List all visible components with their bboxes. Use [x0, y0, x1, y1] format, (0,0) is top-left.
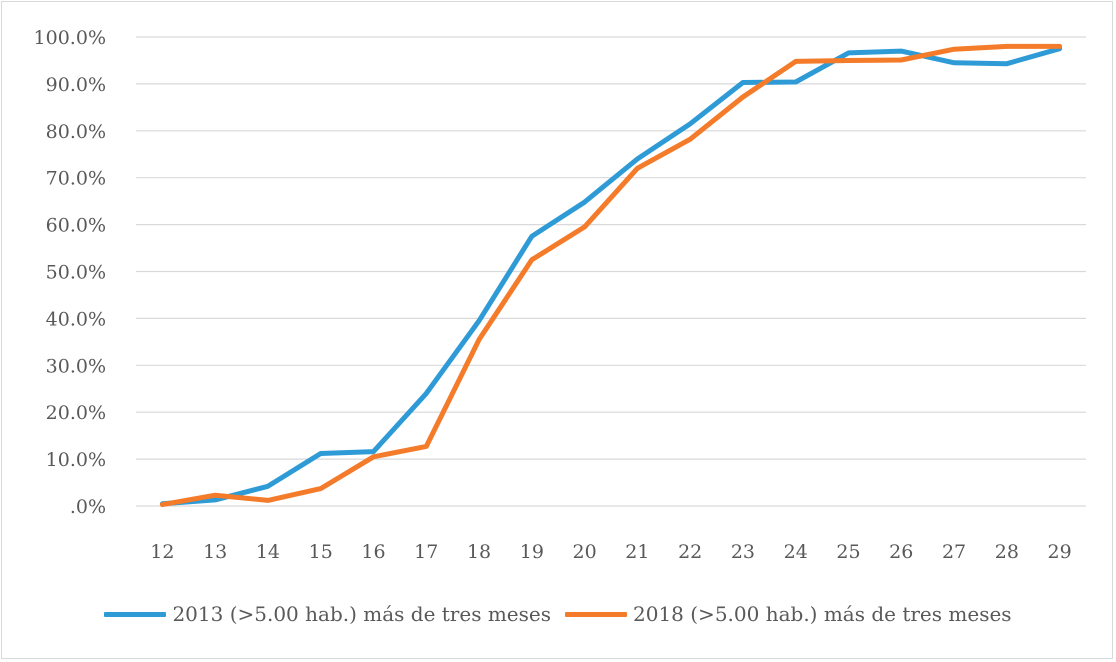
y-tick-label: 60.0% — [46, 215, 106, 237]
x-tick-label: 27 — [942, 541, 966, 563]
x-tick-label: 17 — [414, 541, 438, 563]
y-tick-label: 30.0% — [46, 355, 106, 377]
gridlines — [136, 36, 1086, 507]
legend-label-series-1: 2018 (>5.00 hab.) más de tres meses — [633, 602, 1012, 626]
y-tick-label: 90.0% — [46, 74, 106, 96]
x-tick-label: 24 — [784, 541, 808, 563]
x-tick-label: 23 — [731, 541, 755, 563]
x-tick-label: 20 — [573, 541, 597, 563]
y-tick-label: 100.0% — [34, 27, 106, 49]
x-tick-label: 16 — [361, 541, 385, 563]
x-tick-label: 19 — [520, 541, 544, 563]
x-tick-label: 15 — [309, 541, 333, 563]
legend: 2013 (>5.00 hab.) más de tres meses 2018… — [0, 596, 1116, 632]
x-tick-label: 21 — [625, 541, 649, 563]
x-tick-label: 18 — [467, 541, 491, 563]
y-tick-label: 20.0% — [46, 402, 106, 424]
x-tick-label: 25 — [836, 541, 860, 563]
x-tick-label: 13 — [203, 541, 227, 563]
series-line-1 — [159, 43, 1063, 508]
x-axis-tick-labels: 12 13 14 15 16 17 18 19 20 21 22 23 24 25 26 27 28 29 — [150, 541, 1071, 563]
y-tick-label: .0% — [70, 496, 106, 518]
series-lines — [159, 43, 1063, 508]
x-tick-label: 12 — [150, 541, 174, 563]
line-chart: .0% 10.0% 20.0% 30.0% 40.0% 50.0% 60.0% 70.0% 80… — [34, 27, 1086, 563]
x-tick-label: 28 — [995, 541, 1019, 563]
x-tick-label: 29 — [1048, 541, 1072, 563]
series-line-0 — [159, 46, 1063, 507]
y-tick-label: 50.0% — [46, 262, 106, 284]
y-axis-tick-labels: .0% 10.0% 20.0% 30.0% 40.0% 50.0% 60.0% 70.0% 80… — [34, 27, 106, 518]
y-tick-label: 10.0% — [46, 449, 106, 471]
x-tick-label: 26 — [889, 541, 913, 563]
legend-item-series-0: 2013 (>5.00 hab.) más de tres meses — [104, 602, 551, 626]
x-tick-label: 14 — [256, 541, 280, 563]
y-tick-label: 80.0% — [46, 121, 106, 143]
legend-label-series-0: 2013 (>5.00 hab.) más de tres meses — [172, 602, 551, 626]
x-tick-label: 22 — [678, 541, 702, 563]
y-tick-label: 40.0% — [46, 308, 106, 330]
legend-item-series-1: 2018 (>5.00 hab.) más de tres meses — [565, 602, 1012, 626]
y-tick-label: 70.0% — [46, 168, 106, 190]
legend-swatch-series-1 — [565, 611, 627, 617]
legend-swatch-series-0 — [104, 611, 167, 617]
